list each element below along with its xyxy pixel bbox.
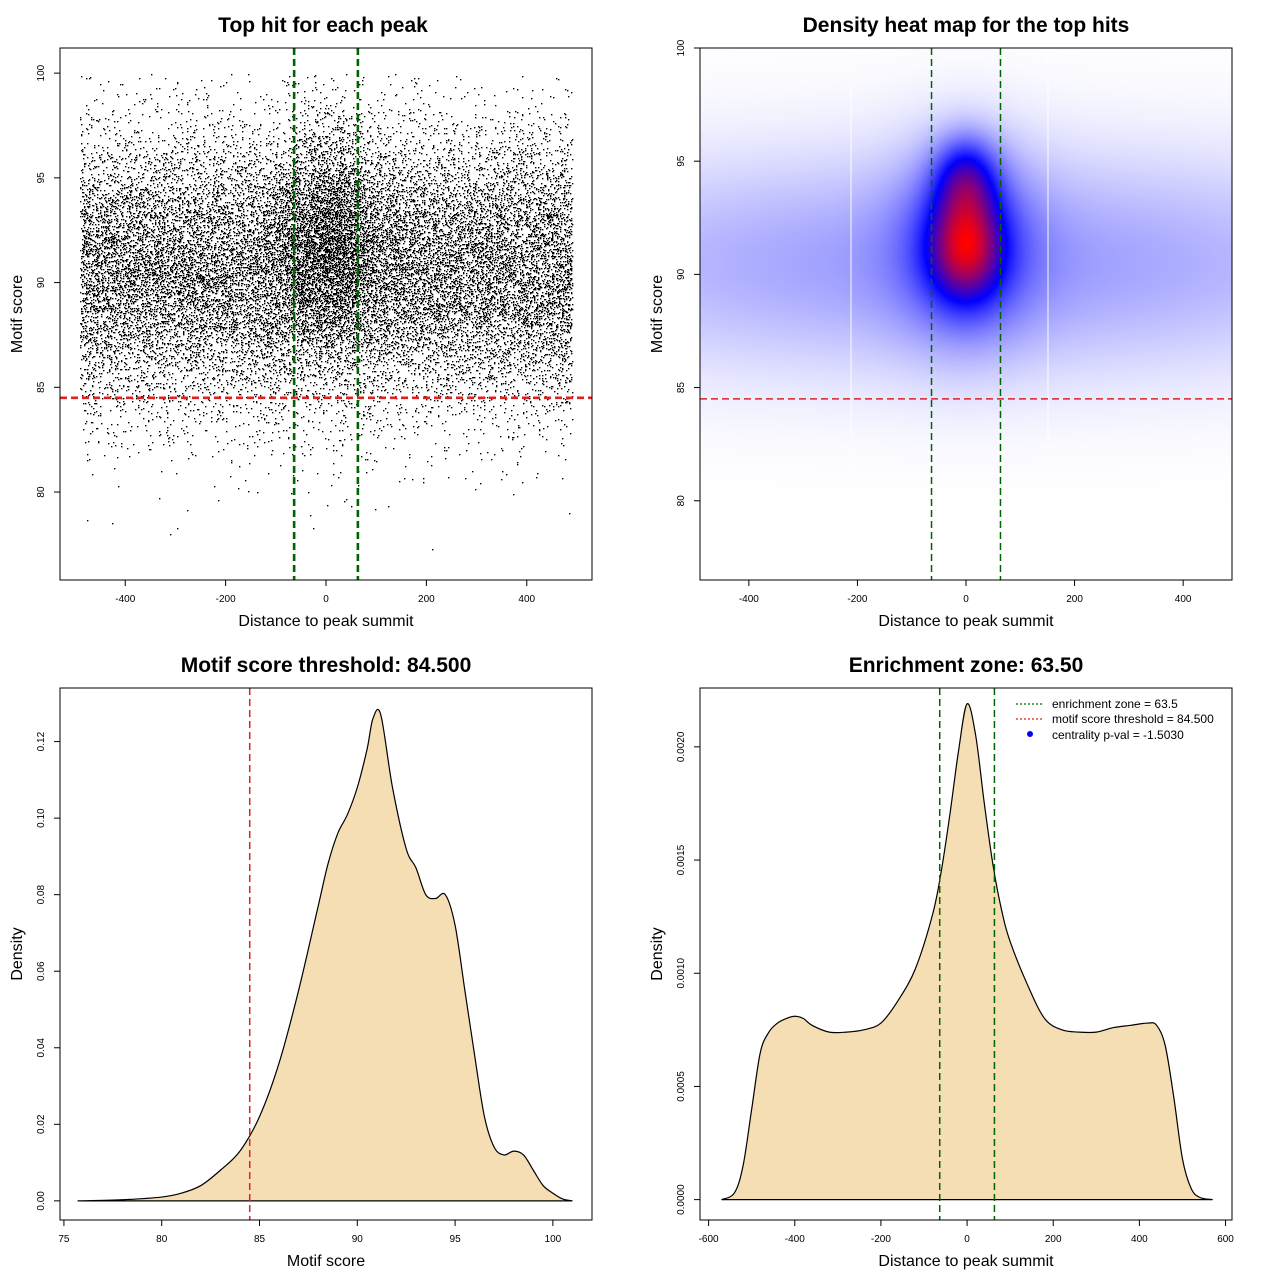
y-tick-label: 95 [36,172,47,184]
y-tick-label: 90 [676,268,687,280]
heatmap-density-image [700,48,1232,580]
y-tick-label: 0.0010 [676,958,687,989]
y-tick-label: 100 [676,39,687,56]
scatter-panel: Top hit for each peak Distance to peak s… [9,14,593,630]
x-tick-label: 80 [156,1234,168,1245]
distance-density-x-axis: -600 -400 -200 0 200 400 600 [699,1219,1234,1245]
legend-threshold-label: motif score threshold = 84.500 [1052,712,1214,726]
distance-density-ylabel: Density [649,927,666,980]
y-tick-label: 0.0005 [676,1071,687,1102]
x-tick-label: -200 [216,594,236,605]
score-density-panel: Motif score threshold: 84.500 Motif scor… [9,654,593,1270]
heatmap-x-axis: -400 -200 0 200 400 [739,579,1192,605]
y-tick-label: 80 [676,495,687,507]
scatter-y-axis: 80 85 90 95 100 [36,64,61,498]
x-tick-label: 400 [518,594,535,605]
y-tick-label: 0.08 [36,885,47,905]
x-tick-label: -400 [115,594,135,605]
x-tick-label: -200 [871,1234,891,1245]
score-density-ylabel: Density [9,927,26,980]
x-tick-label: 85 [254,1234,266,1245]
x-tick-label: -600 [699,1234,719,1245]
x-tick-label: 0 [963,594,969,605]
distance-density-panel: Enrichment zone: 63.50 Distance to peak … [649,654,1234,1270]
x-tick-label: 200 [418,594,435,605]
y-tick-label: 0.0000 [676,1184,687,1215]
heatmap-plot-frame [699,47,1233,581]
x-tick-label: -400 [785,1234,805,1245]
score-density-y-axis: 0.00 0.02 0.04 0.06 0.08 0.10 0.12 [36,731,61,1211]
y-tick-label: 0.0015 [676,844,687,875]
heatmap-reference-lines [700,48,1232,580]
x-tick-label: 0 [964,1234,970,1245]
scatter-xlabel: Distance to peak summit [238,613,414,630]
x-tick-label: -200 [847,594,867,605]
distance-density-plot-frame [699,687,1233,1221]
scatter-reference-lines [60,48,592,580]
x-tick-label: 75 [58,1234,70,1245]
distance-density-y-axis: 0.0000 0.0005 0.0010 0.0015 0.0020 [676,731,701,1215]
y-tick-label: 0.10 [36,808,47,828]
y-tick-label: 0.04 [36,1038,47,1058]
y-tick-label: 0.06 [36,961,47,981]
y-tick-label: 85 [676,382,687,394]
y-tick-label: 85 [36,381,47,393]
y-tick-label: 95 [676,155,687,167]
heatmap-y-axis: 80 85 90 95 100 [676,39,701,507]
heatmap-ylabel: Motif score [649,275,666,353]
score-density-x-axis: 75 80 85 90 95 100 [58,1219,562,1245]
x-tick-label: 0 [323,594,329,605]
distance-density-zone-lines [938,688,996,1220]
y-tick-label: 0.00 [36,1191,47,1211]
score-density-xlabel: Motif score [287,1253,365,1270]
y-tick-label: 80 [36,486,47,498]
scatter-plot-frame [59,47,593,581]
legend-enrichment-zone-label: enrichment zone = 63.5 [1052,697,1178,711]
heatmap-title: Density heat map for the top hits [803,14,1130,37]
scatter-x-axis: -400 -200 0 200 400 [115,579,536,605]
legend-centrality-label: centrality p-val = -1.5030 [1052,728,1184,742]
y-tick-label: 90 [36,277,47,289]
score-density-curve [77,708,573,1202]
x-tick-label: 600 [1217,1234,1234,1245]
scatter-points [80,74,574,551]
distance-density-curve [721,703,1213,1201]
score-density-title: Motif score threshold: 84.500 [181,654,472,677]
scatter-title: Top hit for each peak [218,14,428,37]
heatmap-panel: Density heat map for the top hits Distan… [649,14,1233,630]
scatter-point [80,74,574,551]
distance-density-title: Enrichment zone: 63.50 [849,654,1084,677]
x-tick-label: -400 [739,594,759,605]
y-tick-label: 0.02 [36,1114,47,1134]
x-tick-label: 400 [1131,1234,1148,1245]
y-tick-label: 100 [36,64,47,81]
heatmap-xlabel: Distance to peak summit [878,613,1054,630]
x-tick-label: 95 [450,1234,462,1245]
scatter-ylabel: Motif score [9,275,26,353]
y-tick-label: 0.0020 [676,731,687,762]
x-tick-label: 200 [1045,1234,1062,1245]
score-density-plot-frame [59,687,593,1221]
legend: enrichment zone = 63.5 motif score thres… [1016,697,1214,742]
legend-centrality-point [1027,731,1033,737]
x-tick-label: 100 [545,1234,562,1245]
y-tick-label: 0.12 [36,731,47,751]
x-tick-label: 400 [1175,594,1192,605]
distance-density-xlabel: Distance to peak summit [878,1253,1054,1270]
x-tick-label: 90 [352,1234,364,1245]
x-tick-label: 200 [1066,594,1083,605]
